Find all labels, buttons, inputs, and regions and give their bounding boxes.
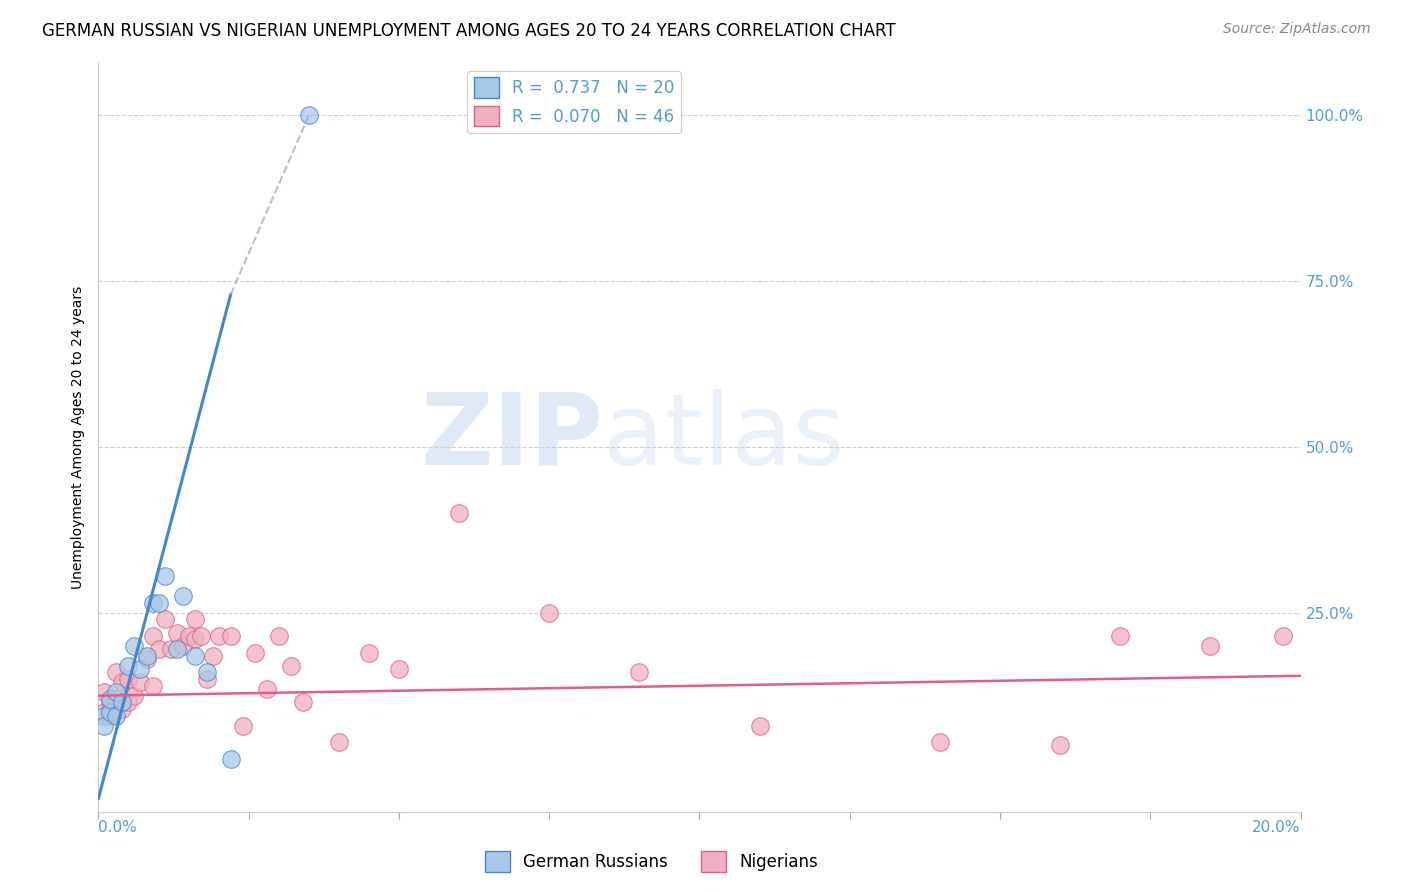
Point <box>256 681 278 696</box>
Point <box>219 752 242 766</box>
Point <box>538 606 561 620</box>
Point <box>190 629 212 643</box>
Point <box>148 596 170 610</box>
Point <box>105 708 128 723</box>
Point <box>93 705 115 719</box>
Text: ZIP: ZIP <box>420 389 603 485</box>
Point <box>298 108 321 122</box>
Point <box>357 646 380 660</box>
Text: atlas: atlas <box>603 389 845 485</box>
Point <box>117 658 139 673</box>
Point <box>328 735 350 749</box>
Point <box>129 662 152 676</box>
Point <box>135 652 157 666</box>
Point <box>159 642 181 657</box>
Point <box>141 679 163 693</box>
Point <box>93 708 115 723</box>
Point <box>280 658 302 673</box>
Point <box>166 625 188 640</box>
Point <box>111 695 134 709</box>
Point <box>124 689 146 703</box>
Point <box>1109 629 1132 643</box>
Y-axis label: Unemployment Among Ages 20 to 24 years: Unemployment Among Ages 20 to 24 years <box>70 285 84 589</box>
Point <box>111 702 134 716</box>
Point <box>243 646 266 660</box>
Point <box>141 596 163 610</box>
Point <box>208 629 231 643</box>
Point <box>153 612 176 626</box>
Point <box>195 665 218 680</box>
Point <box>447 506 470 520</box>
Point <box>153 569 176 583</box>
Point <box>100 692 122 706</box>
Point <box>172 589 194 603</box>
Text: Source: ZipAtlas.com: Source: ZipAtlas.com <box>1223 22 1371 37</box>
Point <box>183 648 205 663</box>
Point <box>748 718 770 732</box>
Point <box>100 705 122 719</box>
Legend: German Russians, Nigerians: German Russians, Nigerians <box>478 845 825 879</box>
Point <box>105 692 128 706</box>
Point <box>232 718 254 732</box>
Point <box>93 685 115 699</box>
Point <box>148 642 170 657</box>
Point <box>219 629 242 643</box>
Point <box>129 675 152 690</box>
Point <box>166 642 188 657</box>
Point <box>628 665 651 680</box>
Point <box>105 685 128 699</box>
Point <box>124 639 146 653</box>
Point <box>111 675 134 690</box>
Point <box>135 648 157 663</box>
Point <box>1199 639 1222 653</box>
Point <box>117 695 139 709</box>
Point <box>100 695 122 709</box>
Point <box>201 648 224 663</box>
Point <box>1049 739 1071 753</box>
Point <box>195 672 218 686</box>
Point <box>183 612 205 626</box>
Text: GERMAN RUSSIAN VS NIGERIAN UNEMPLOYMENT AMONG AGES 20 TO 24 YEARS CORRELATION CH: GERMAN RUSSIAN VS NIGERIAN UNEMPLOYMENT … <box>42 22 896 40</box>
Point <box>929 735 952 749</box>
Point <box>291 695 314 709</box>
Point <box>388 662 411 676</box>
Point <box>141 629 163 643</box>
Point <box>117 672 139 686</box>
Text: 20.0%: 20.0% <box>1253 820 1301 835</box>
Point <box>267 629 290 643</box>
Text: 0.0%: 0.0% <box>98 820 138 835</box>
Point <box>1271 629 1294 643</box>
Point <box>93 718 115 732</box>
Point <box>105 665 128 680</box>
Point <box>177 629 200 643</box>
Point <box>183 632 205 647</box>
Point <box>100 708 122 723</box>
Point <box>172 639 194 653</box>
